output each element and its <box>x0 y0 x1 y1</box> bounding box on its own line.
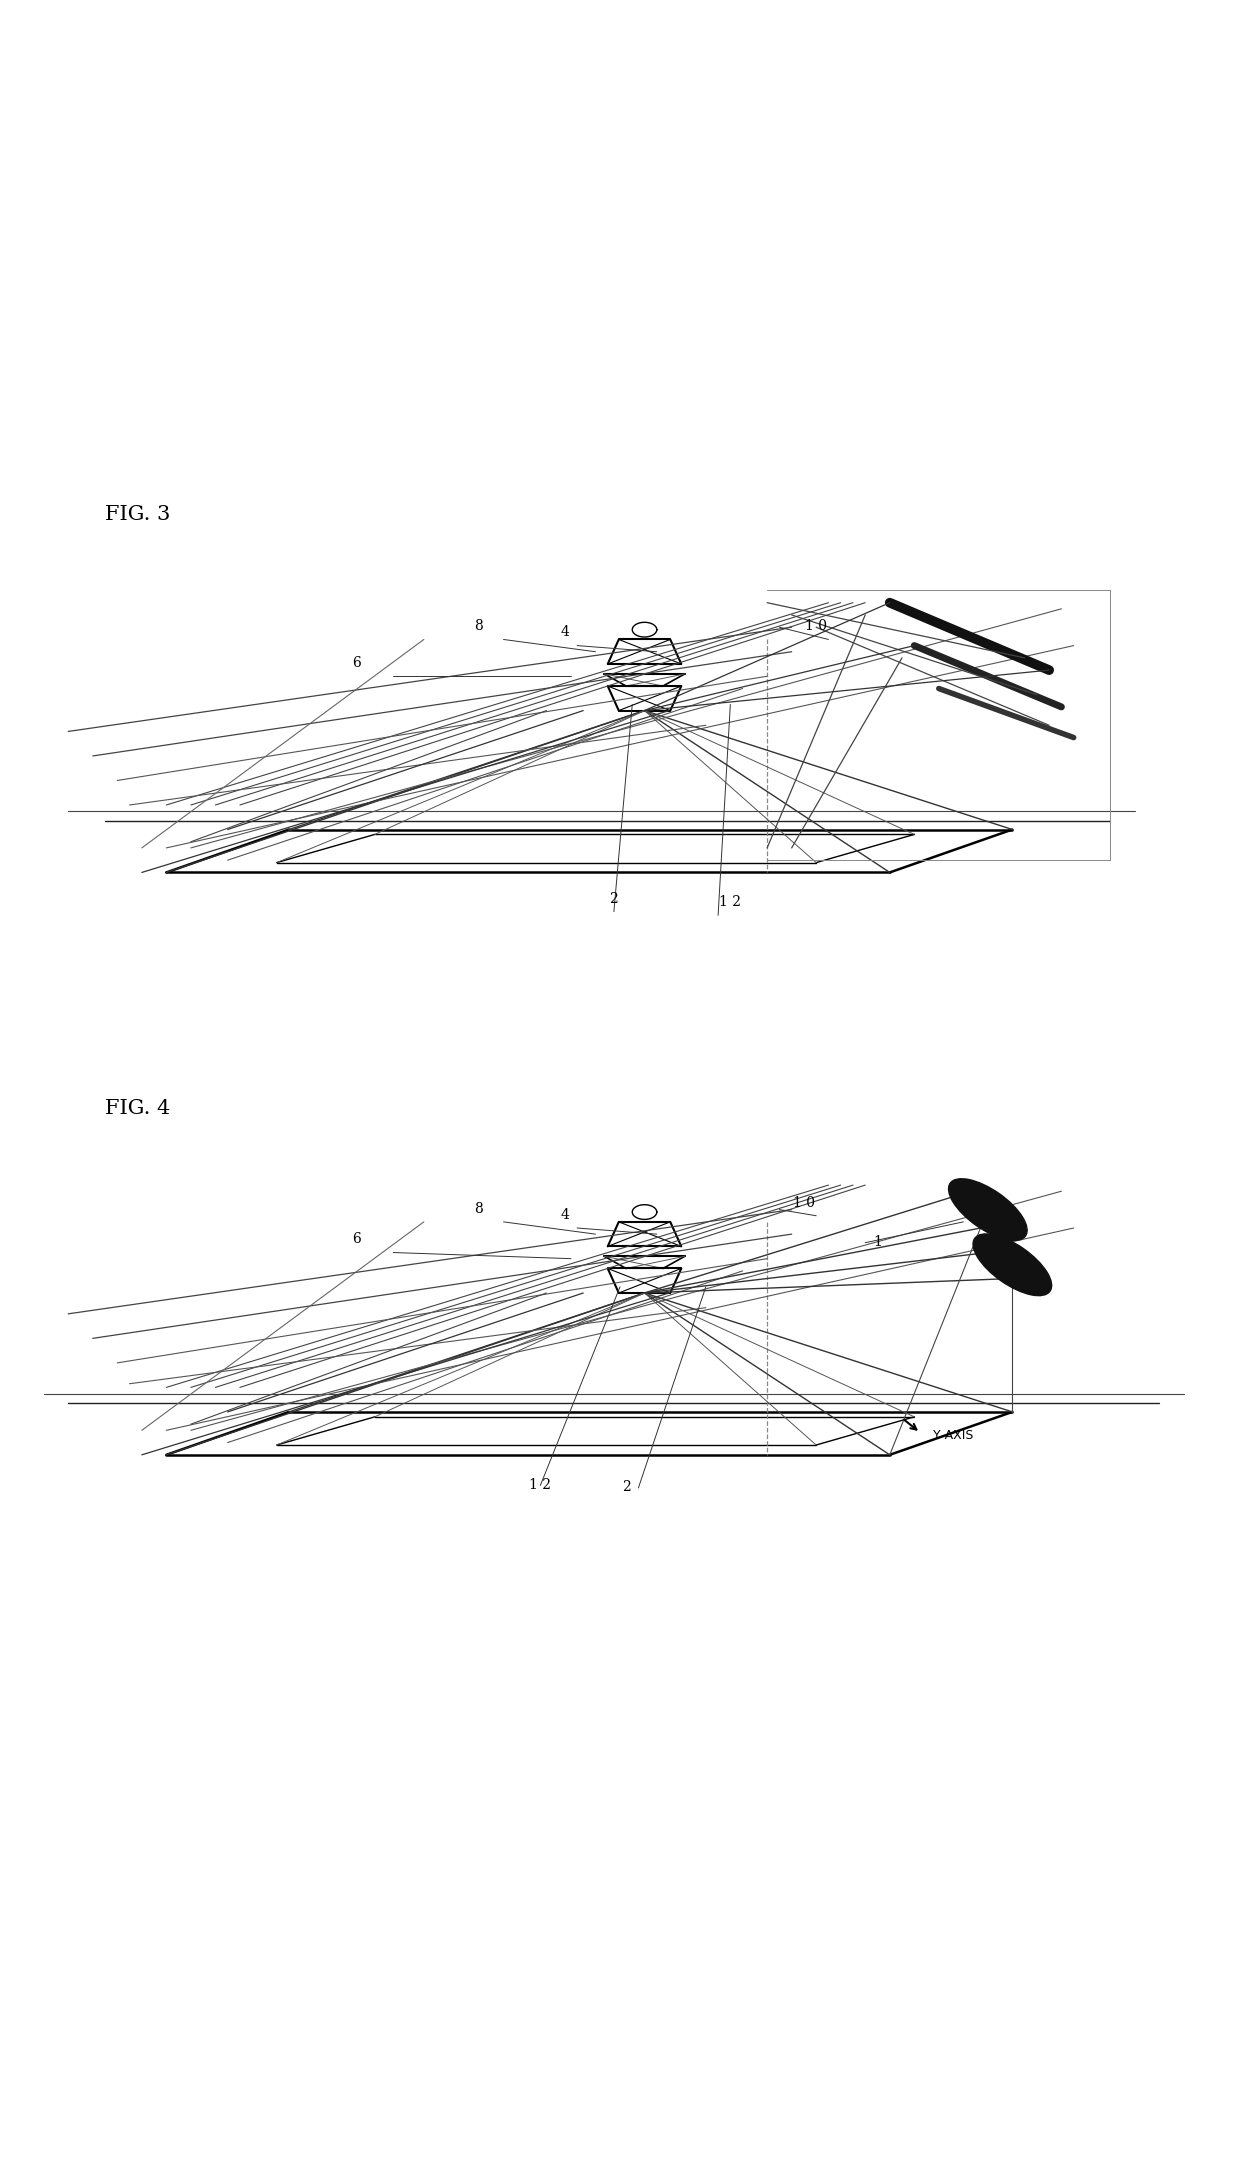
Text: 8: 8 <box>475 620 484 633</box>
Text: FIG. 3: FIG. 3 <box>105 504 170 524</box>
Text: 4: 4 <box>560 626 569 639</box>
Text: Y AXIS: Y AXIS <box>932 1428 973 1441</box>
Text: 1 0: 1 0 <box>805 620 827 633</box>
Text: 1: 1 <box>873 1235 882 1248</box>
Text: 1 0: 1 0 <box>792 1196 815 1209</box>
Text: 6: 6 <box>352 657 361 670</box>
Ellipse shape <box>973 1235 1052 1296</box>
Ellipse shape <box>949 1178 1027 1241</box>
Text: 8: 8 <box>475 1202 484 1215</box>
Text: 4: 4 <box>560 1209 569 1222</box>
Text: 2: 2 <box>610 891 619 907</box>
Text: FIG. 4: FIG. 4 <box>105 1100 170 1117</box>
Text: 6: 6 <box>352 1233 361 1246</box>
Text: 1 2: 1 2 <box>719 896 742 909</box>
Text: 2: 2 <box>621 1480 630 1494</box>
Text: 1 2: 1 2 <box>529 1478 552 1491</box>
